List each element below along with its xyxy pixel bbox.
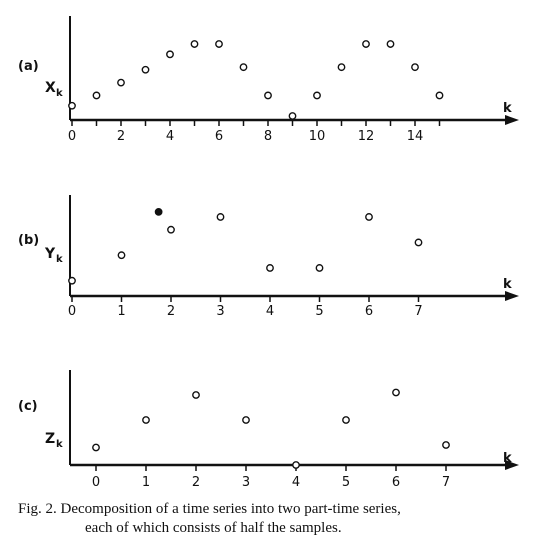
data-point — [68, 276, 76, 285]
caption-line-2: each of which consists of half the sampl… — [85, 520, 342, 536]
x-axis-arrowhead — [505, 460, 519, 470]
data-point — [190, 40, 199, 48]
panel-label: (a) — [18, 59, 39, 74]
x-tick-label: 0 — [68, 129, 76, 144]
chart-panel-3: 0 1 2 3 4 5 6 7 (c) Z k k — [18, 370, 519, 490]
y-axis-label: Y — [44, 246, 56, 262]
data-point — [239, 63, 248, 72]
chart-panel-1: 0 2 4 6 8 10 12 14 (a) X k k — [18, 16, 519, 144]
x-tick-label: 4 — [292, 475, 300, 490]
x-tick-label: 10 — [309, 129, 326, 144]
chart-panel-2: 0 1 2 3 4 5 6 7 (b) Y k k — [18, 195, 519, 319]
x-tick-label: 1 — [142, 475, 150, 490]
data-point — [167, 225, 175, 234]
x-tick-label: 6 — [392, 475, 400, 490]
x-tick-label: 6 — [365, 304, 373, 319]
data-point — [292, 461, 300, 469]
caption-line-1: Fig. 2. Decomposition of a time series i… — [18, 501, 401, 517]
data-point — [362, 40, 370, 48]
data-point — [414, 238, 423, 247]
data-point-filled — [154, 207, 163, 216]
data-point — [117, 251, 126, 260]
x-tick-label: 7 — [414, 304, 422, 319]
x-axis-label: k — [503, 451, 512, 466]
x-tick-label: 2 — [117, 129, 125, 144]
figure-caption: Fig. 2. Decomposition of a time series i… — [18, 500, 538, 538]
data-point — [264, 91, 272, 100]
data-point — [92, 443, 100, 452]
data-point — [117, 78, 125, 87]
x-tick-label: 7 — [442, 475, 450, 490]
x-tick-label: 3 — [242, 475, 250, 490]
data-point — [192, 391, 200, 399]
data-point — [313, 91, 321, 100]
data-point — [266, 264, 274, 272]
y-axis-label: Z — [45, 431, 55, 447]
x-axis-label: k — [503, 101, 512, 116]
x-tick-label: 2 — [192, 475, 200, 490]
x-axis-arrowhead — [505, 291, 519, 301]
panel-label: (c) — [18, 399, 38, 414]
data-point — [166, 50, 174, 59]
x-tick-label: 8 — [264, 129, 272, 144]
x-axis-arrowhead — [505, 115, 519, 125]
data-point — [141, 65, 150, 74]
data-point — [68, 101, 76, 110]
panel-label: (b) — [18, 233, 39, 248]
data-point — [442, 441, 450, 449]
data-point — [392, 388, 400, 397]
data-point — [315, 264, 324, 272]
data-point — [215, 40, 223, 48]
x-tick-label: 5 — [342, 475, 350, 490]
data-point — [216, 213, 225, 221]
x-tick-label: 1 — [117, 304, 125, 319]
x-tick-label: 4 — [166, 129, 174, 144]
data-point — [92, 91, 101, 100]
data-point — [288, 112, 297, 120]
x-tick-label: 12 — [358, 129, 375, 144]
x-tick-label: 14 — [407, 129, 424, 144]
data-point — [342, 416, 350, 424]
x-tick-label: 6 — [215, 129, 223, 144]
data-point — [411, 63, 419, 72]
x-tick-label: 2 — [167, 304, 175, 319]
data-point — [386, 40, 395, 48]
data-point — [142, 416, 150, 424]
y-axis-label-subscript: k — [56, 254, 63, 265]
x-tick-label: 0 — [92, 475, 100, 490]
x-tick-label: 0 — [68, 304, 76, 319]
x-tick-label: 4 — [266, 304, 274, 319]
y-axis-label-subscript: k — [56, 439, 63, 450]
data-point — [365, 213, 373, 221]
data-point — [435, 91, 444, 100]
y-axis-label-subscript: k — [56, 88, 63, 99]
x-tick-label: 3 — [216, 304, 224, 319]
x-axis-label: k — [503, 277, 512, 292]
x-tick-label: 5 — [315, 304, 323, 319]
data-point — [242, 416, 250, 424]
data-point — [337, 63, 346, 72]
y-axis-label: X — [45, 80, 56, 96]
